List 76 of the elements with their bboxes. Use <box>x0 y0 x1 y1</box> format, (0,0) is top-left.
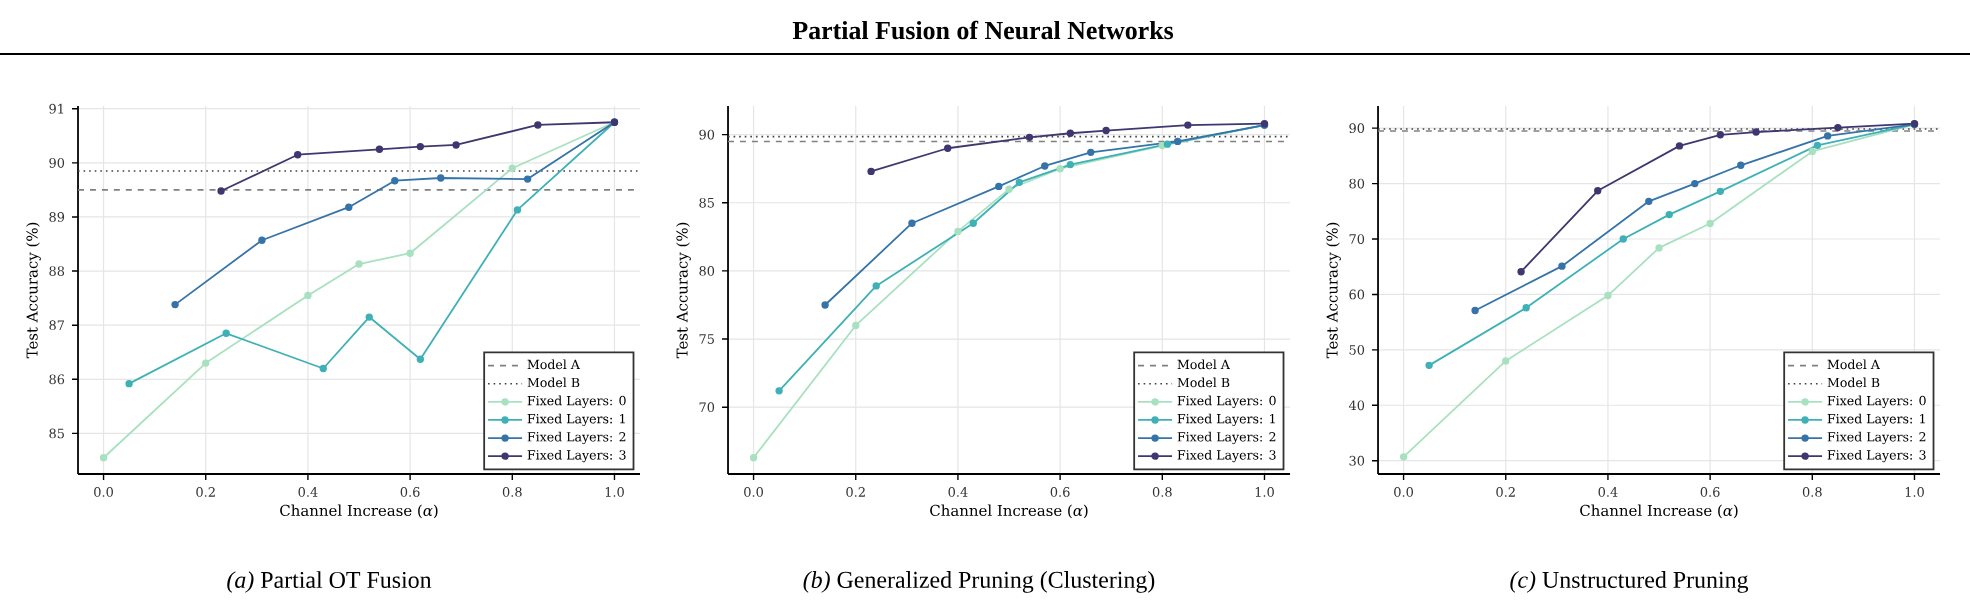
point <box>1737 161 1745 169</box>
point <box>1752 128 1760 136</box>
point <box>1471 306 1479 315</box>
point <box>125 379 133 388</box>
point <box>416 142 425 151</box>
point <box>1163 140 1172 148</box>
point <box>995 182 1003 191</box>
point <box>1665 210 1673 219</box>
point <box>821 301 829 309</box>
point <box>1813 141 1822 150</box>
point <box>749 453 758 462</box>
point <box>872 282 880 290</box>
point <box>217 187 225 195</box>
point <box>867 167 875 176</box>
point <box>1066 160 1075 169</box>
point <box>1102 126 1110 135</box>
point <box>1706 219 1714 228</box>
point <box>304 291 312 300</box>
point <box>534 121 542 129</box>
point <box>1716 131 1725 139</box>
point <box>908 219 916 227</box>
point <box>1173 137 1182 146</box>
point <box>202 359 210 367</box>
point <box>345 203 353 211</box>
point <box>523 175 532 183</box>
text: (a) Partial OT Fusion <box>227 571 432 593</box>
point <box>1502 357 1510 365</box>
point <box>944 144 952 152</box>
point <box>171 300 179 309</box>
point <box>1025 133 1034 142</box>
point <box>437 174 445 182</box>
point <box>513 206 522 214</box>
point <box>1645 197 1653 206</box>
text: (c) Unstructured Pruning <box>1510 571 1749 593</box>
point <box>775 387 783 395</box>
point <box>294 151 302 159</box>
chart-title: Partial Fusion of Neural Networks <box>792 20 1174 40</box>
point <box>1184 121 1192 129</box>
text: (b) Generalized Pruning (Clustering) <box>803 571 1155 593</box>
point <box>99 454 108 462</box>
point <box>258 236 266 244</box>
point <box>969 219 977 227</box>
point <box>365 313 373 321</box>
point <box>391 177 399 185</box>
point <box>375 145 384 153</box>
point <box>1425 361 1433 370</box>
point <box>1604 291 1612 300</box>
point <box>1041 162 1049 170</box>
point <box>1834 123 1842 132</box>
point <box>1716 187 1725 196</box>
point <box>1517 268 1525 276</box>
point <box>1594 187 1602 195</box>
point <box>1675 142 1684 150</box>
point <box>1823 132 1832 140</box>
point <box>406 249 414 257</box>
point <box>1087 148 1095 157</box>
point <box>1399 453 1408 461</box>
point <box>1691 179 1699 188</box>
point <box>355 260 363 268</box>
point <box>319 364 327 373</box>
point <box>1655 244 1663 252</box>
point <box>222 329 230 337</box>
point <box>1056 165 1064 173</box>
point <box>1158 141 1166 150</box>
point <box>1558 262 1566 270</box>
point <box>954 227 962 236</box>
point <box>1015 178 1023 187</box>
point <box>852 321 860 330</box>
point <box>1522 304 1530 312</box>
point <box>1808 147 1816 156</box>
point <box>1005 185 1013 193</box>
point <box>1066 129 1075 137</box>
point <box>452 141 460 149</box>
point <box>1619 235 1627 243</box>
point <box>416 355 425 363</box>
point <box>508 164 516 172</box>
